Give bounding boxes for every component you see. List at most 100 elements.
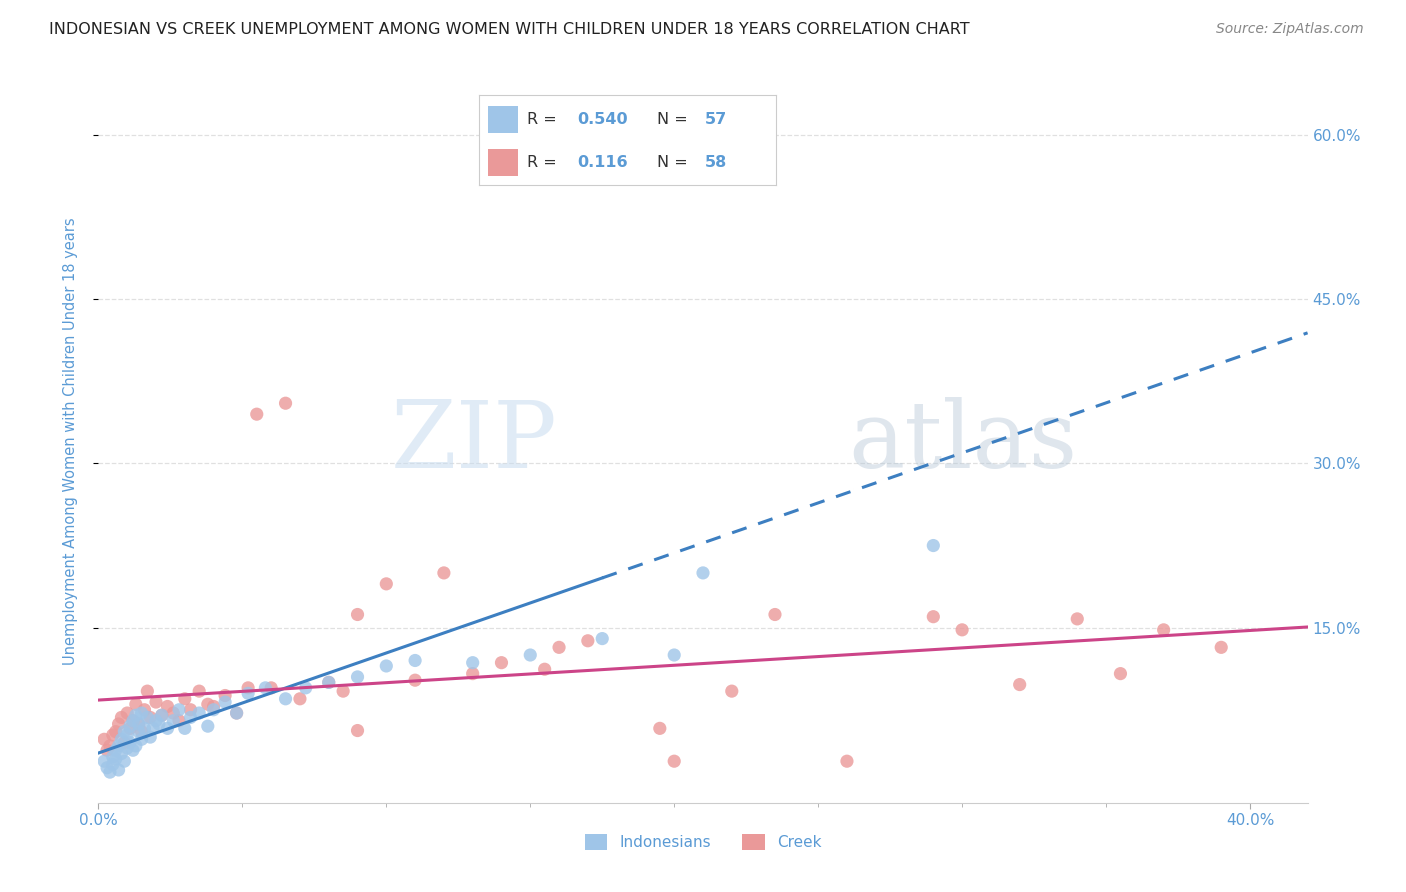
Point (664, 754, 686, 768)
Point (197, 719, 219, 733)
Point (246, 407, 269, 421)
Point (120, 735, 142, 749)
Point (150, 708, 173, 723)
Point (115, 741, 138, 756)
Text: INDONESIAN VS CREEK UNEMPLOYMENT AMONG WOMEN WITH CHILDREN UNDER 18 YEARS CORREL: INDONESIAN VS CREEK UNEMPLOYMENT AMONG W… (49, 22, 970, 37)
Point (122, 714, 145, 728)
Point (115, 728, 138, 742)
Point (648, 722, 671, 736)
Point (236, 686, 259, 700)
Point (148, 717, 170, 731)
Point (162, 714, 184, 728)
Point (404, 673, 426, 688)
Point (461, 656, 484, 670)
Point (107, 717, 129, 731)
Text: ZIP: ZIP (391, 397, 558, 486)
Point (404, 653, 426, 667)
Point (134, 703, 156, 717)
Point (375, 659, 398, 673)
Point (131, 732, 153, 747)
Point (225, 706, 247, 720)
Point (131, 724, 153, 739)
Point (107, 739, 129, 753)
Point (104, 752, 127, 766)
Point (156, 722, 179, 736)
Point (101, 749, 124, 764)
Point (346, 670, 368, 684)
Point (128, 724, 150, 739)
Point (125, 708, 148, 723)
Point (433, 566, 456, 580)
Point (104, 743, 127, 757)
Point (720, 684, 742, 698)
Point (1211, 640, 1233, 655)
Point (274, 396, 297, 410)
Point (142, 722, 165, 736)
Point (1153, 623, 1175, 637)
Point (260, 681, 283, 695)
Point (922, 539, 945, 553)
Point (318, 675, 340, 690)
Point (134, 722, 156, 736)
Point (346, 607, 368, 622)
Point (202, 703, 225, 717)
Point (98, 739, 121, 753)
Point (591, 632, 613, 646)
Point (214, 695, 236, 709)
Point (93, 754, 115, 768)
Point (548, 640, 571, 655)
Point (173, 722, 195, 736)
Point (139, 710, 162, 724)
Point (763, 607, 786, 622)
Point (254, 681, 277, 695)
Point (197, 698, 219, 712)
Legend: Indonesians, Creek: Indonesians, Creek (578, 829, 828, 856)
Point (346, 723, 368, 738)
Point (125, 698, 148, 712)
Point (180, 710, 202, 724)
Point (294, 681, 316, 695)
Point (922, 609, 945, 624)
Point (180, 703, 202, 717)
Point (150, 708, 173, 723)
Point (835, 754, 858, 768)
Point (332, 684, 354, 698)
Point (120, 719, 142, 733)
Point (128, 717, 150, 731)
Point (692, 566, 714, 580)
Point (1109, 666, 1132, 681)
Point (136, 710, 159, 724)
Point (167, 714, 190, 728)
Point (104, 724, 127, 739)
Point (115, 706, 138, 720)
Point (274, 691, 297, 706)
Point (188, 706, 211, 720)
Point (288, 691, 311, 706)
Point (139, 730, 162, 744)
Point (112, 724, 135, 739)
Point (664, 648, 686, 662)
Point (110, 747, 132, 761)
Text: Source: ZipAtlas.com: Source: ZipAtlas.com (1216, 22, 1364, 37)
Point (136, 684, 159, 698)
Point (93, 732, 115, 747)
Point (1066, 612, 1088, 626)
Point (145, 695, 167, 709)
Point (112, 754, 135, 768)
Text: atlas: atlas (848, 397, 1077, 486)
Point (101, 757, 124, 772)
Point (145, 714, 167, 728)
Point (950, 623, 973, 637)
Point (236, 681, 259, 695)
Point (125, 739, 148, 753)
Point (491, 656, 513, 670)
Point (188, 684, 211, 698)
Point (96, 761, 118, 775)
Point (692, 166, 714, 180)
Point (533, 662, 555, 676)
Point (162, 706, 184, 720)
Point (167, 703, 190, 717)
Point (225, 706, 247, 720)
Point (101, 728, 124, 742)
Point (375, 577, 398, 591)
